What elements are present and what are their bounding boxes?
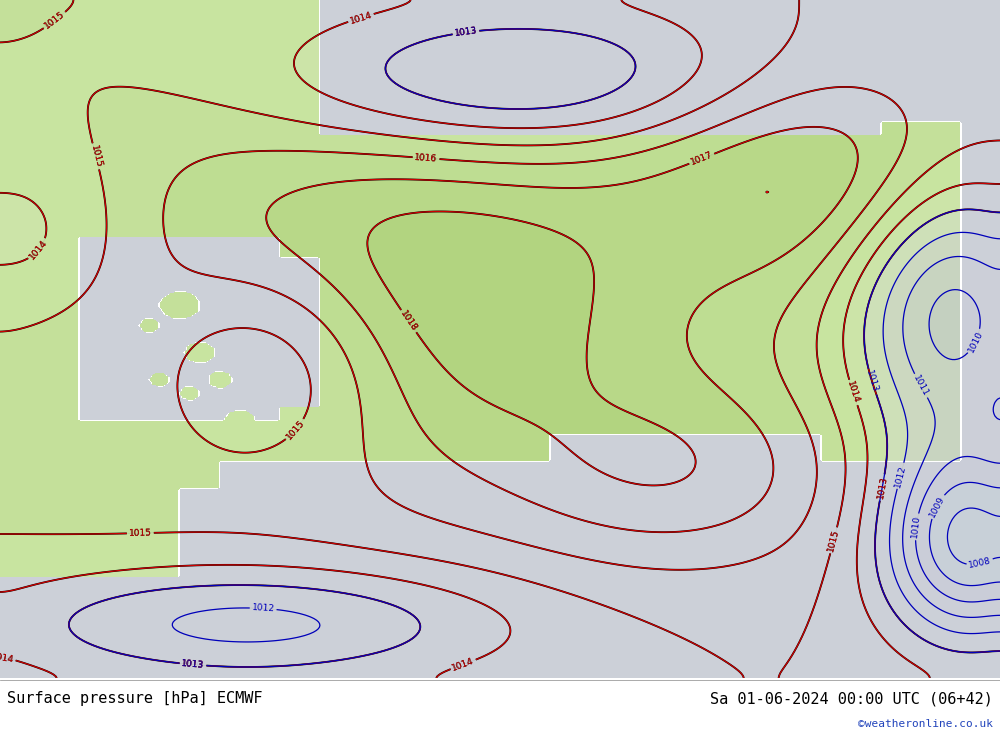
Text: 1018: 1018: [398, 309, 419, 334]
Text: 1012: 1012: [893, 463, 908, 488]
Text: 1010: 1010: [910, 515, 922, 539]
Text: 1013: 1013: [876, 476, 889, 500]
Text: 1011: 1011: [911, 374, 930, 398]
Text: ©weatheronline.co.uk: ©weatheronline.co.uk: [858, 719, 993, 729]
Text: 1015: 1015: [89, 144, 103, 169]
Text: 1013: 1013: [181, 659, 205, 670]
Text: 1013: 1013: [454, 26, 478, 38]
Text: 1013: 1013: [181, 659, 205, 670]
Text: 1015: 1015: [129, 528, 152, 538]
Text: 1017: 1017: [689, 150, 714, 167]
Text: 1013: 1013: [864, 369, 880, 394]
Text: 1017: 1017: [689, 150, 714, 167]
Text: 1013: 1013: [454, 26, 478, 38]
Text: 1014: 1014: [349, 10, 373, 26]
Text: 1015: 1015: [285, 419, 307, 441]
Text: 1015: 1015: [89, 144, 103, 169]
Text: 1014: 1014: [0, 652, 15, 664]
Text: 1015: 1015: [827, 528, 841, 553]
Text: 1008: 1008: [968, 556, 992, 570]
Text: 1015: 1015: [43, 10, 67, 31]
Text: 1014: 1014: [28, 238, 49, 262]
Text: Sa 01-06-2024 00:00 UTC (06+42): Sa 01-06-2024 00:00 UTC (06+42): [710, 691, 993, 706]
Text: 1014: 1014: [845, 380, 861, 405]
Text: 1013: 1013: [181, 659, 205, 670]
Text: 1015: 1015: [827, 528, 841, 553]
Text: 1014: 1014: [0, 652, 15, 664]
Text: 1014: 1014: [451, 656, 476, 673]
Text: 1014: 1014: [451, 656, 476, 673]
Text: 1013: 1013: [454, 26, 478, 38]
Text: Surface pressure [hPa] ECMWF: Surface pressure [hPa] ECMWF: [7, 691, 262, 706]
Text: 1015: 1015: [129, 528, 152, 538]
Text: 1014: 1014: [845, 380, 861, 405]
Text: 1016: 1016: [414, 152, 438, 163]
Text: 1014: 1014: [28, 238, 49, 262]
Text: 1015: 1015: [43, 10, 67, 31]
Text: 1012: 1012: [251, 603, 275, 614]
Text: 1014: 1014: [349, 10, 373, 26]
Text: 1010: 1010: [966, 329, 984, 354]
Text: 1015: 1015: [285, 419, 307, 441]
Text: 1009: 1009: [928, 494, 946, 519]
Text: 1016: 1016: [414, 152, 438, 163]
Text: 1013: 1013: [876, 476, 889, 500]
Text: 1018: 1018: [398, 309, 419, 334]
